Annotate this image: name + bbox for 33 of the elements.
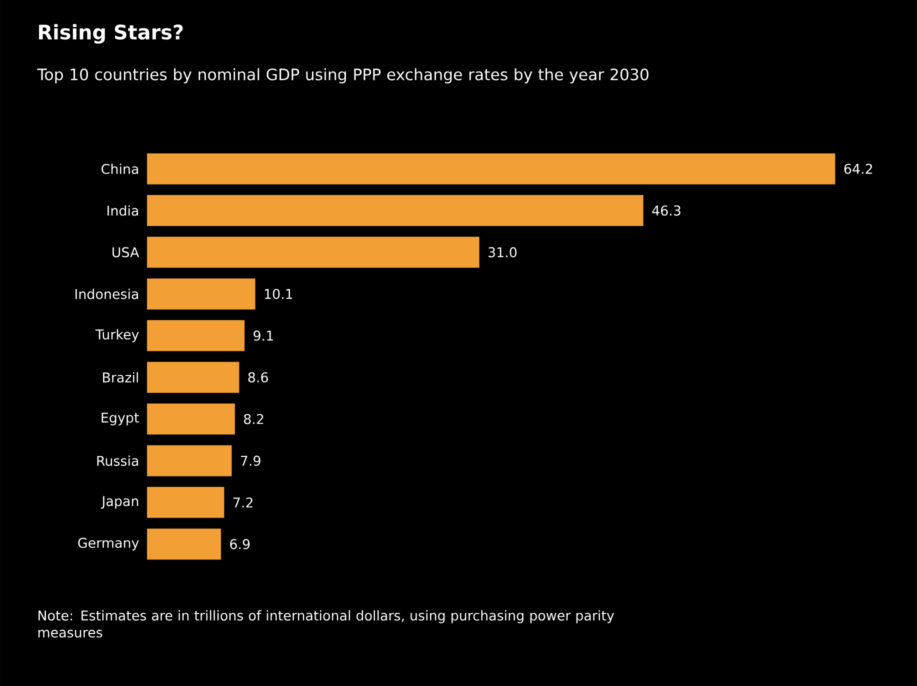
bar (147, 445, 232, 476)
y-tick-label: China (102, 164, 138, 174)
y-tick-label: Russia (97, 456, 138, 466)
bar (147, 320, 245, 352)
y-tick-label: Egypt (102, 412, 139, 426)
data-label: 9.1 (254, 330, 273, 341)
data-label: 6.9 (230, 539, 250, 550)
y-tick-label: Turkey (95, 329, 139, 342)
y-tick-label: USA (112, 247, 140, 258)
data-label: 64.2 (844, 164, 872, 174)
data-label: 46.3 (652, 205, 680, 216)
data-label: 7.2 (233, 497, 252, 508)
data-label: 7.9 (241, 456, 260, 466)
y-tick-label: India (108, 205, 138, 216)
data-label: 8.6 (248, 372, 268, 382)
bar (147, 153, 836, 184)
y-tick-label: Germany (78, 538, 139, 551)
bar (147, 404, 235, 435)
bar (147, 528, 221, 560)
data-label: 8.2 (244, 414, 264, 424)
data-label: 31.0 (488, 247, 517, 258)
y-tick-label: Indonesia (76, 288, 138, 300)
chart-subtitle: Top 10 countries by nominal GDP using PPP exchange rates by the year 2030 (37, 68, 648, 84)
chart-title: Rising Stars? (39, 24, 183, 44)
bar (147, 278, 256, 310)
bar (147, 236, 480, 268)
bar (147, 486, 224, 518)
bar (147, 362, 240, 393)
y-tick-label: Brazil (103, 372, 138, 383)
y-tick-label: Japan (101, 496, 138, 509)
text: Note: Estimates are in trillions of international dollars, using purchasing power parity measures (38, 610, 614, 638)
bar (147, 195, 644, 226)
data-label: 10.1 (264, 288, 292, 300)
